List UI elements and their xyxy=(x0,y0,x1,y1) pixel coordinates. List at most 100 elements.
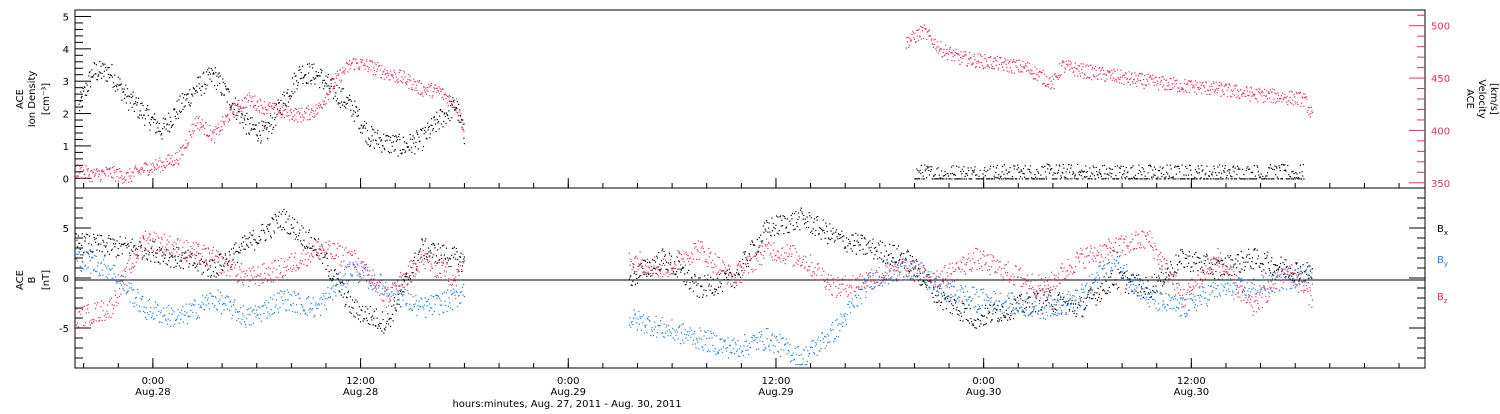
velocity-point xyxy=(250,97,251,98)
velocity-point xyxy=(440,88,441,89)
bx-point xyxy=(925,284,926,285)
bx-point xyxy=(878,243,879,244)
density-point xyxy=(951,166,952,167)
density-point xyxy=(1163,167,1164,168)
velocity-point xyxy=(949,51,950,52)
by-point xyxy=(209,308,210,309)
velocity-point xyxy=(388,75,389,76)
bx-point xyxy=(1273,264,1274,265)
velocity-point xyxy=(1293,105,1294,106)
density-point xyxy=(404,152,405,153)
bx-point xyxy=(817,216,818,217)
bx-point xyxy=(827,243,828,244)
density-point xyxy=(1266,178,1267,179)
bx-point xyxy=(231,249,232,250)
density-point xyxy=(1090,176,1091,177)
bx-point xyxy=(381,323,382,324)
bx-point xyxy=(181,260,182,261)
bx-point xyxy=(848,239,849,240)
bx-point xyxy=(1203,272,1204,273)
bx-point xyxy=(275,214,276,215)
velocity-point xyxy=(299,114,300,115)
velocity-point xyxy=(324,104,325,105)
by-point xyxy=(321,297,322,298)
density-point xyxy=(415,146,416,147)
density-point xyxy=(402,152,403,153)
bx-point xyxy=(652,259,653,260)
by-point xyxy=(162,322,163,323)
bx-point xyxy=(928,281,929,282)
density-point xyxy=(1288,178,1289,179)
bx-point xyxy=(674,261,675,262)
density-point xyxy=(1122,178,1123,179)
density-point xyxy=(961,178,962,179)
velocity-point xyxy=(981,62,982,63)
by-point xyxy=(332,299,333,300)
by-point xyxy=(295,295,296,296)
density-point xyxy=(301,72,302,73)
bx-point xyxy=(987,308,988,309)
velocity-point xyxy=(169,154,170,155)
density-point xyxy=(1287,165,1288,166)
by-point xyxy=(188,316,189,317)
velocity-point xyxy=(951,52,952,53)
velocity-point xyxy=(218,123,219,124)
velocity-point xyxy=(443,99,444,100)
density-point xyxy=(124,98,125,99)
density-point xyxy=(432,130,433,131)
velocity-point xyxy=(233,111,234,112)
bx-point xyxy=(1267,255,1268,256)
density-point xyxy=(1276,168,1277,169)
bx-point xyxy=(880,241,881,242)
density-point xyxy=(994,176,995,177)
density-point xyxy=(1067,178,1068,179)
velocity-point xyxy=(1142,84,1143,85)
bx-point xyxy=(1219,261,1220,262)
bx-point xyxy=(177,263,178,264)
bx-point xyxy=(145,248,146,249)
density-point xyxy=(135,101,136,102)
by-point xyxy=(253,323,254,324)
density-point xyxy=(190,105,191,106)
bx-point xyxy=(768,228,769,229)
bx-point xyxy=(1261,263,1262,264)
density-point xyxy=(1086,172,1087,173)
velocity-point xyxy=(1059,63,1060,64)
bx-point xyxy=(855,233,856,234)
density-point xyxy=(950,173,951,174)
density-point xyxy=(288,101,289,102)
velocity-point xyxy=(1184,79,1185,80)
velocity-point xyxy=(151,164,152,165)
velocity-point xyxy=(1074,75,1075,76)
bx-point xyxy=(1089,297,1090,298)
bx-point xyxy=(155,252,156,253)
density-point xyxy=(1270,164,1271,165)
bx-point xyxy=(1074,313,1075,314)
velocity-point xyxy=(217,128,218,129)
bx-point xyxy=(656,256,657,257)
density-point xyxy=(177,101,178,102)
bx-point xyxy=(1189,255,1190,256)
velocity-point xyxy=(1147,81,1148,82)
bx-point xyxy=(1142,280,1143,281)
bx-point xyxy=(885,263,886,264)
velocity-point xyxy=(1208,90,1209,91)
bx-point xyxy=(1218,260,1219,261)
velocity-point xyxy=(1236,97,1237,98)
velocity-point xyxy=(265,107,266,108)
velocity-point xyxy=(157,165,158,166)
velocity-point xyxy=(1171,89,1172,90)
density-point xyxy=(181,111,182,112)
velocity-point xyxy=(211,138,212,139)
density-point xyxy=(309,66,310,67)
velocity-point xyxy=(1283,99,1284,100)
by-point xyxy=(351,274,352,275)
density-point xyxy=(329,88,330,89)
density-point xyxy=(1145,176,1146,177)
bx-point xyxy=(1255,248,1256,249)
density-point xyxy=(1202,169,1203,170)
density-point xyxy=(412,139,413,140)
bx-point xyxy=(236,251,237,252)
velocity-point xyxy=(1240,89,1241,90)
density-point xyxy=(339,103,340,104)
